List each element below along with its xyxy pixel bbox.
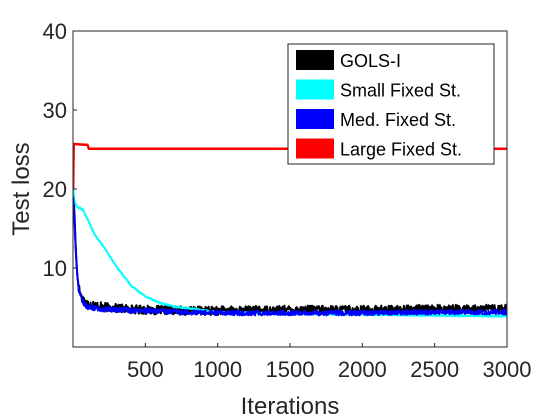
y-tick-label: 10 <box>43 256 67 281</box>
x-tick-label: 3000 <box>483 357 532 382</box>
legend: GOLS-I Small Fixed St. Med. Fixed St. Large… <box>287 43 495 165</box>
y-tick-label: 20 <box>43 177 67 202</box>
series-line-large-fixed-st <box>73 142 507 190</box>
x-axis-label: Iterations <box>241 393 340 420</box>
y-tick-label: 40 <box>43 19 67 44</box>
series-line-med-fixed-st <box>73 197 507 317</box>
legend-label: Small Fixed St. <box>340 81 461 101</box>
legend-swatch <box>296 138 334 159</box>
x-tick-label: 500 <box>127 357 164 382</box>
series-layer <box>73 142 507 318</box>
x-tick-label: 1500 <box>266 357 315 382</box>
legend-swatch <box>296 109 334 129</box>
x-tick-label: 2000 <box>338 357 387 382</box>
x-tick-label: 1000 <box>193 357 242 382</box>
legend-swatch <box>296 50 334 70</box>
legend-label: Large Fixed St. <box>340 140 462 160</box>
plot-frame <box>72 30 508 348</box>
legend-label: Med. Fixed St. <box>340 110 456 130</box>
y-axis-label: Test loss <box>8 142 35 235</box>
x-tick-label: 2500 <box>410 357 459 382</box>
y-tick-label: 30 <box>43 98 67 123</box>
axes-layer: 500 1000 1500 2000 2500 3000 10 20 30 40 <box>43 19 532 382</box>
legend-swatch <box>296 79 334 100</box>
legend-label: GOLS-I <box>340 51 401 71</box>
